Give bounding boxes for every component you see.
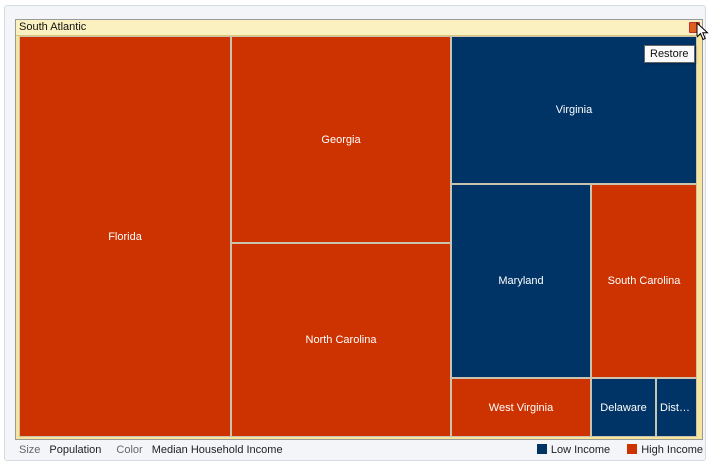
group-header-south-atlantic[interactable]: South Atlantic (16, 20, 709, 41)
tile-maryland[interactable]: Maryland (451, 184, 591, 378)
tile-label: District of Columbia (660, 401, 696, 414)
tile-label: Florida (108, 230, 142, 243)
restore-icon[interactable] (689, 22, 700, 33)
size-key-label: Size (19, 444, 41, 456)
group-title: South Atlantic (19, 21, 87, 33)
tile-west-virginia[interactable]: West Virginia (451, 378, 591, 437)
tile-label: North Carolina (305, 334, 377, 346)
legend-swatch-high-income (627, 444, 638, 454)
tile-georgia[interactable]: Georgia (231, 36, 451, 243)
tile-district-of-columbia[interactable]: District of Columbia (656, 378, 697, 437)
treemap-container: South Atlantic Florida Georgia North Carol… (15, 19, 709, 440)
legend-label-low-income: Low Income (550, 444, 611, 456)
legend: Low Income High Income (536, 444, 703, 456)
color-key-label: Color (116, 444, 143, 456)
tile-south-carolina[interactable]: South Carolina (591, 184, 697, 378)
tile-label: Virginia (555, 104, 593, 116)
legend-swatch-low-income (536, 444, 547, 454)
tile-florida[interactable]: Florida (19, 36, 231, 437)
tile-label: Delaware (600, 401, 647, 414)
color-measure-value: Median Household Income (151, 444, 283, 456)
tile-north-carolina[interactable]: North Carolina (231, 243, 451, 437)
tile-label: West Virginia (488, 401, 554, 414)
treemap-panel: South Atlantic Florida Georgia North Carol… (4, 5, 709, 461)
tile-delaware[interactable]: Delaware (591, 378, 656, 437)
legend-label-high-income: High Income (641, 444, 703, 456)
size-measure-value: Population (49, 444, 102, 456)
tile-label: Georgia (321, 133, 361, 146)
treemap-tiles: Florida Georgia North Carolina Virginia Mary… (19, 36, 697, 437)
tile-label: South Carolina (607, 275, 681, 287)
restore-tooltip: Restore (644, 45, 695, 63)
treemap-footer: Size Population Color Median Household Inco… (19, 444, 703, 458)
tile-label: Maryland (498, 275, 544, 287)
